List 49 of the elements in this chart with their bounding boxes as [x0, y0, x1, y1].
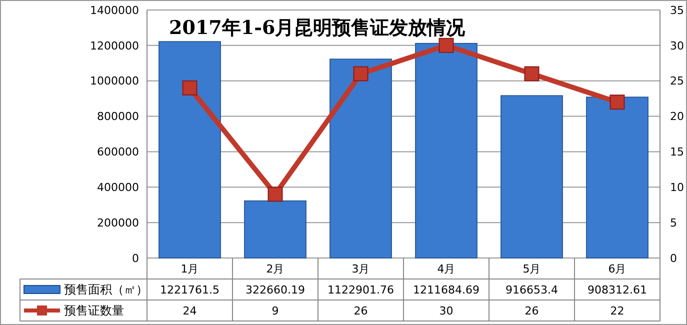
y2-tick-label: 25	[670, 74, 684, 88]
data-label: 1211684.69	[413, 283, 480, 296]
x-tick-label: 2月	[266, 262, 284, 276]
data-label: 9	[272, 304, 279, 318]
legend-label: 预售证数量	[64, 304, 124, 318]
point	[438, 38, 454, 53]
data-label: 1122901.76	[328, 283, 394, 296]
x-tick-label: 3月	[352, 262, 370, 276]
y-tick-label: 800000	[97, 110, 139, 124]
x-tick-label: 5月	[522, 262, 541, 276]
y-tick-label: 1000000	[90, 74, 139, 88]
x-tick-label: 6月	[608, 262, 626, 276]
y-tick-label: 200000	[97, 216, 139, 230]
y2-tick-label: 35	[670, 4, 684, 17]
data-label: 1221761.5	[160, 283, 220, 296]
point	[524, 66, 540, 82]
y2-tick-label: 30	[670, 39, 684, 52]
y-tick-label: 0	[132, 252, 139, 265]
chart-title: 2017年1-6月昆明预售证发放情况	[169, 17, 466, 39]
data-label: 916653.4	[506, 283, 558, 296]
data-label: 24	[182, 304, 197, 318]
point	[182, 80, 198, 96]
y2-tick-label: 10	[670, 180, 684, 194]
y-tick-label: 400000	[97, 180, 139, 194]
data-label: 30	[439, 304, 454, 318]
y-tick-label: 600000	[97, 146, 139, 159]
y-tick-label: 1400000	[90, 4, 139, 17]
x-tick-label: 4月	[437, 262, 456, 276]
data-label: 26	[354, 304, 368, 318]
data-label: 908312.61	[588, 283, 647, 296]
point	[610, 94, 625, 110]
y2-tick-label: 0	[670, 252, 677, 265]
bar	[586, 96, 648, 258]
bar	[330, 58, 392, 258]
y-tick-label: 1200000	[90, 39, 139, 52]
legend-label: 预售面积（㎡）	[64, 282, 148, 297]
y2-tick-label: 20	[670, 110, 684, 124]
y2-tick-label: 5	[670, 216, 677, 230]
x-tick-label: 1月	[180, 262, 199, 276]
point	[353, 66, 368, 82]
bar	[244, 200, 306, 258]
bar	[415, 42, 478, 258]
data-label: 26	[524, 304, 539, 318]
data-label: 22	[610, 304, 624, 318]
data-label: 322660.19	[246, 283, 305, 296]
bar	[158, 41, 221, 258]
y2-tick-label: 15	[670, 146, 684, 159]
point	[268, 186, 283, 202]
bar	[500, 95, 563, 258]
